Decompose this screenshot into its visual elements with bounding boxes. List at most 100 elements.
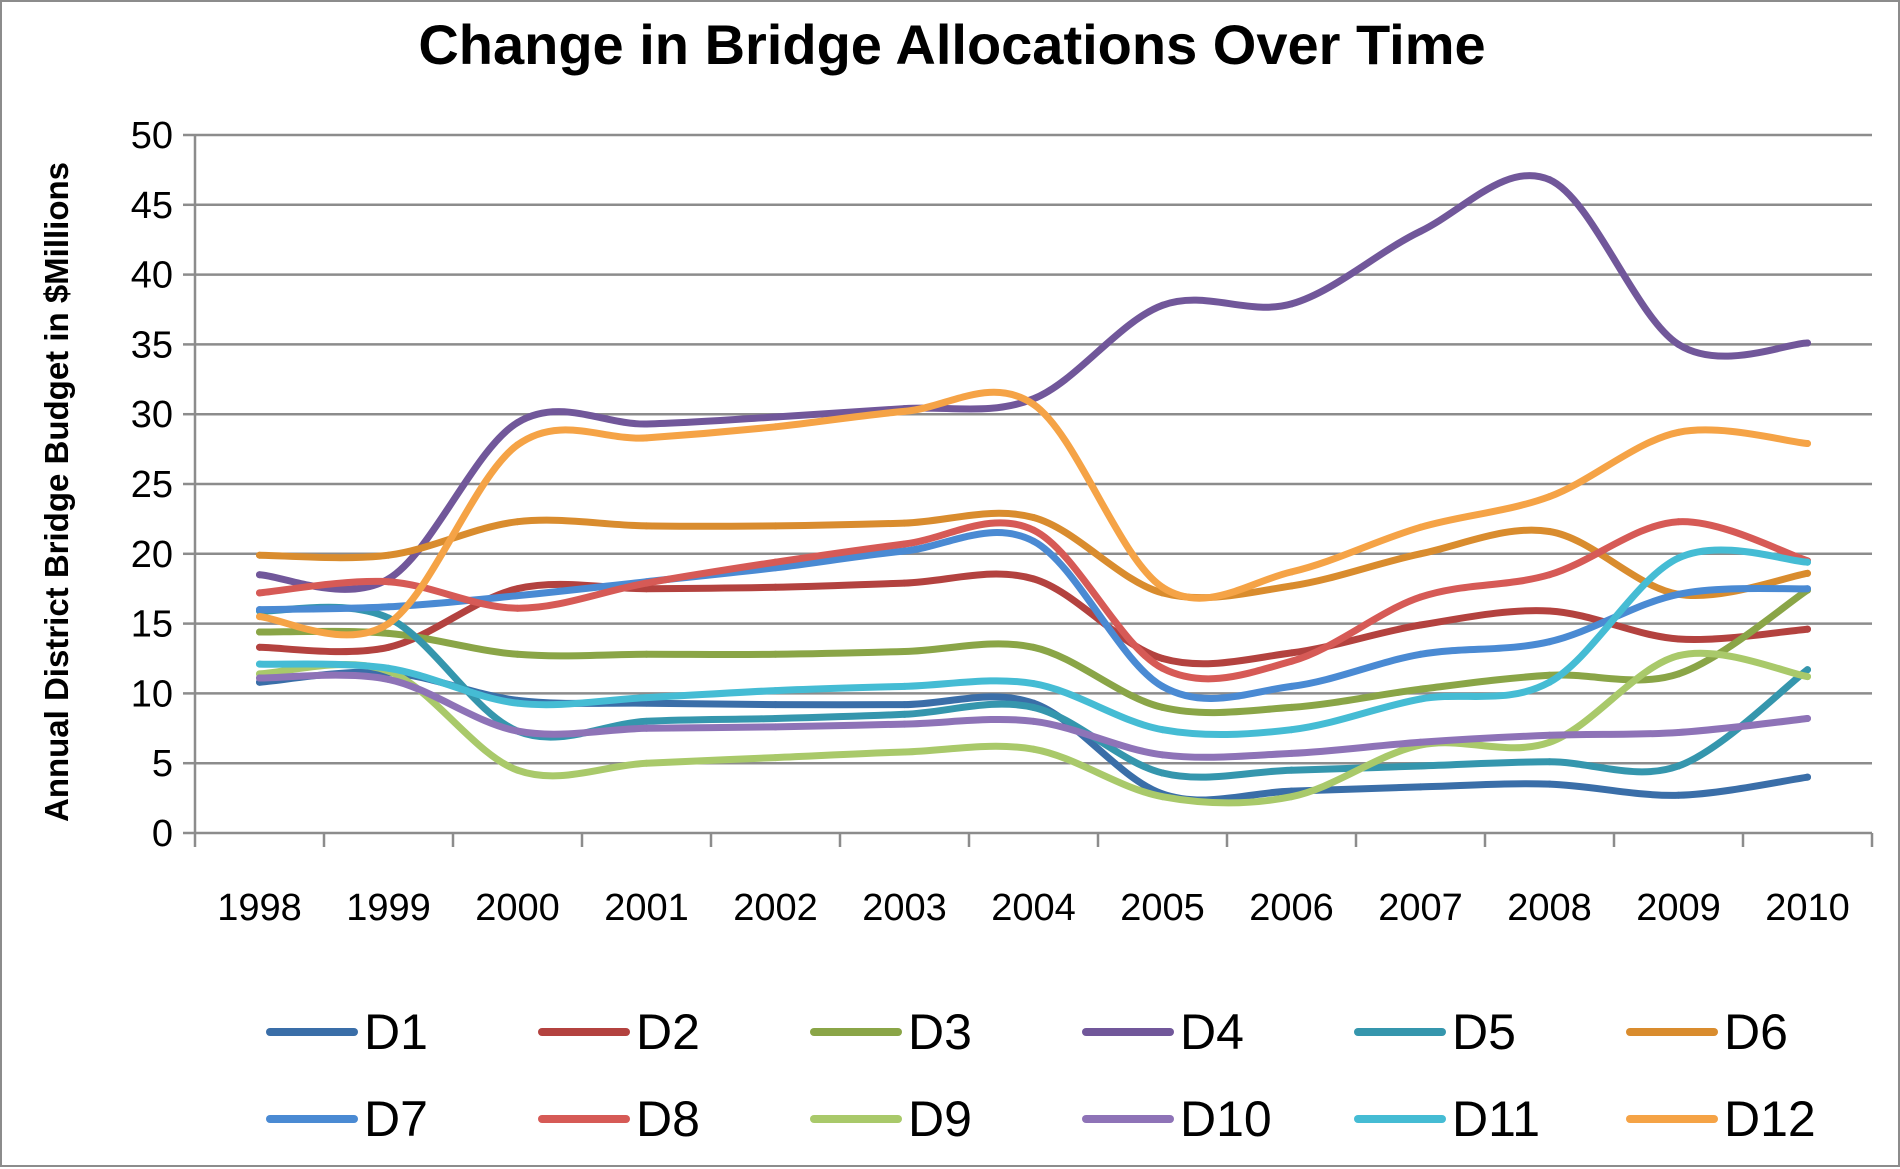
data-point-d5 [643,717,650,725]
legend-label: D5 [1452,1004,1516,1060]
data-point-d10 [1030,717,1037,725]
x-tick-label: 2001 [604,887,689,929]
data-point-d9 [1288,793,1295,801]
data-point-d2 [901,579,908,587]
data-point-d11 [1804,558,1811,566]
data-point-d6 [901,519,908,527]
legend-item-d9: D9 [810,1091,972,1147]
legend-label: D11 [1452,1091,1540,1147]
y-tick-label: 30 [131,394,173,436]
x-tick-label: 2000 [475,887,560,929]
data-point-d6 [256,551,263,559]
data-point-d12 [256,613,263,621]
data-point-d3 [1675,670,1682,678]
data-point-d4 [1546,176,1553,184]
data-point-d4 [1675,340,1682,348]
data-point-d7 [1804,585,1811,593]
data-point-d10 [1417,738,1424,746]
legend-item-d4: D4 [1082,1004,1244,1060]
legend-label: D7 [364,1091,428,1147]
data-point-d12 [1288,568,1295,576]
legend-label: D9 [908,1091,972,1147]
legend-item-d6: D6 [1626,1004,1788,1060]
data-point-d1 [1546,780,1553,788]
data-point-d7 [256,606,263,614]
data-point-d8 [1159,664,1166,672]
data-point-d7 [1030,537,1037,545]
legend-item-d1: D1 [266,1004,428,1060]
data-point-d8 [256,589,263,597]
data-point-d9 [901,748,908,756]
data-point-d9 [1804,673,1811,681]
data-point-d6 [1804,569,1811,577]
data-point-d2 [772,583,779,591]
y-tick-label: 40 [131,255,173,297]
data-point-d10 [772,723,779,731]
data-point-d8 [772,558,779,566]
legend-label: D4 [1180,1004,1244,1060]
data-point-d2 [514,585,521,593]
data-point-d7 [385,603,392,611]
data-point-d9 [772,754,779,762]
data-point-d12 [385,620,392,628]
series-line-d6 [256,509,1811,602]
legend-item-d10: D10 [1082,1091,1272,1147]
x-tick-label: 2008 [1507,887,1592,929]
data-point-d3 [1159,703,1166,711]
data-point-d3 [256,628,263,636]
data-point-d7 [1675,590,1682,598]
data-point-d5 [1546,758,1553,766]
data-point-d1 [643,699,650,707]
x-tick-label: 2007 [1378,887,1463,929]
x-tick-label: 2009 [1636,887,1721,929]
data-point-d6 [1030,514,1037,522]
data-point-d1 [1804,773,1811,781]
data-point-d12 [643,434,650,442]
data-point-d8 [1030,526,1037,534]
legend-label: D6 [1724,1004,1788,1060]
data-point-d10 [643,724,650,732]
data-point-d8 [1288,657,1295,665]
data-point-d2 [1030,575,1037,583]
data-point-d5 [1675,762,1682,770]
data-point-d2 [256,643,263,651]
data-point-d12 [514,441,521,449]
data-point-d4 [1288,300,1295,308]
data-point-d1 [901,701,908,709]
data-point-d9 [1546,738,1553,746]
data-point-d3 [1546,671,1553,679]
data-point-d2 [1546,607,1553,615]
data-point-d11 [1159,726,1166,734]
data-point-d5 [1804,666,1811,674]
y-axis-label: Annual District Bridge Budget in $Millio… [38,162,75,822]
y-tick-label: 5 [152,743,173,785]
x-tick-label: 2006 [1249,887,1334,929]
data-point-d12 [1546,493,1553,501]
x-tick-label: 2004 [991,887,1076,929]
y-tick-label: 25 [131,464,173,506]
data-point-d10 [1288,749,1295,757]
legend-item-d2: D2 [538,1004,700,1060]
data-point-d12 [1804,440,1811,448]
data-point-d2 [1675,635,1682,643]
data-point-d3 [1288,703,1295,711]
data-point-d12 [1675,428,1682,436]
data-point-d2 [1417,621,1424,629]
data-point-d3 [643,650,650,658]
legend-item-d3: D3 [810,1004,972,1060]
y-tick-label: 10 [131,673,173,715]
data-point-d12 [1159,583,1166,591]
legend-item-d7: D7 [266,1091,428,1147]
data-point-d10 [256,674,263,682]
data-point-d6 [1288,582,1295,590]
data-point-d9 [1675,652,1682,660]
data-point-d5 [1417,762,1424,770]
data-point-d3 [514,650,521,658]
data-point-d3 [772,650,779,658]
data-point-d8 [1675,518,1682,526]
data-point-d10 [385,675,392,683]
data-point-d11 [256,660,263,668]
x-tick-label: 1998 [217,887,302,929]
data-point-d5 [1030,703,1037,711]
